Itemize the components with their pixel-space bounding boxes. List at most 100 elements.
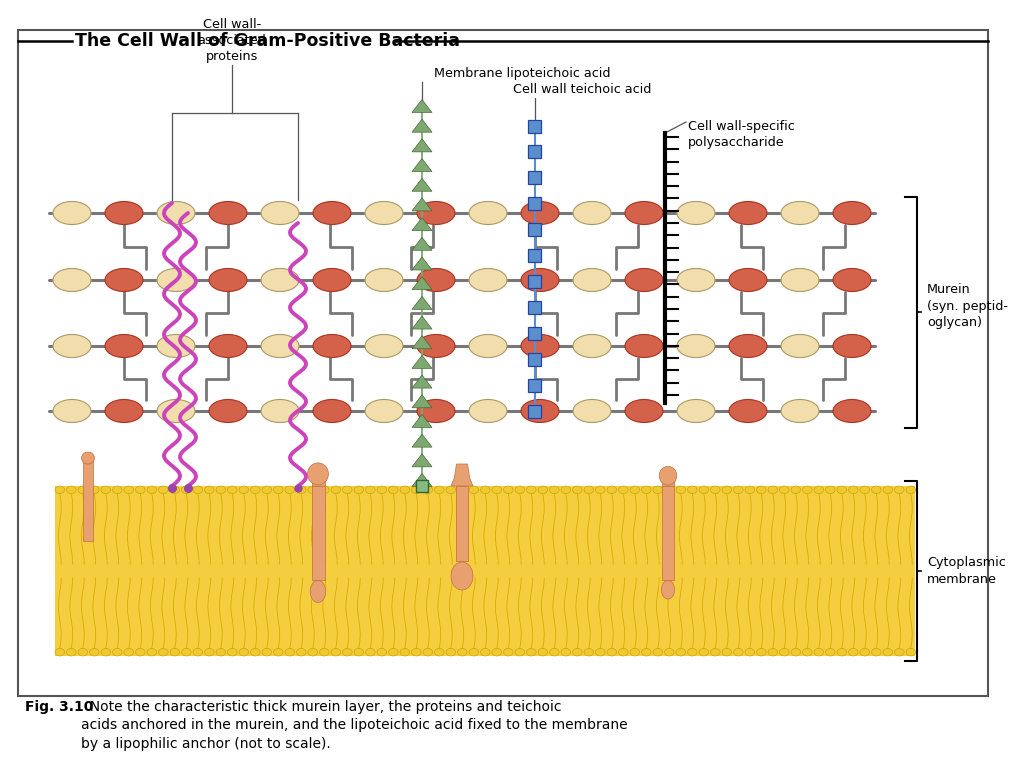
- Text: Cell wall teichoic acid: Cell wall teichoic acid: [513, 83, 651, 96]
- Ellipse shape: [331, 648, 341, 656]
- Ellipse shape: [573, 269, 611, 292]
- Text: Note the characteristic thick murein layer, the proteins and teichoic
acids anch: Note the characteristic thick murein lay…: [81, 700, 628, 751]
- Ellipse shape: [781, 335, 819, 357]
- Ellipse shape: [630, 486, 640, 494]
- Ellipse shape: [781, 269, 819, 292]
- Ellipse shape: [377, 648, 387, 656]
- Ellipse shape: [745, 486, 755, 494]
- Ellipse shape: [883, 486, 893, 494]
- Ellipse shape: [124, 648, 133, 656]
- Ellipse shape: [400, 648, 410, 656]
- Polygon shape: [456, 486, 468, 561]
- Ellipse shape: [157, 399, 195, 422]
- Polygon shape: [412, 316, 432, 329]
- Ellipse shape: [871, 648, 881, 656]
- Ellipse shape: [573, 201, 611, 224]
- Ellipse shape: [181, 486, 191, 494]
- Polygon shape: [412, 415, 432, 428]
- Polygon shape: [412, 100, 432, 112]
- Ellipse shape: [157, 269, 195, 292]
- Ellipse shape: [665, 486, 674, 494]
- Ellipse shape: [417, 269, 455, 292]
- Ellipse shape: [625, 269, 663, 292]
- Bar: [528, 326, 542, 339]
- Ellipse shape: [193, 648, 203, 656]
- Ellipse shape: [434, 648, 444, 656]
- Ellipse shape: [55, 648, 65, 656]
- Polygon shape: [412, 119, 432, 132]
- Ellipse shape: [515, 648, 524, 656]
- Polygon shape: [412, 336, 432, 349]
- Ellipse shape: [729, 335, 767, 357]
- Bar: [528, 275, 542, 288]
- Ellipse shape: [216, 486, 225, 494]
- Ellipse shape: [677, 269, 715, 292]
- Ellipse shape: [860, 486, 869, 494]
- Ellipse shape: [313, 269, 351, 292]
- Ellipse shape: [458, 486, 467, 494]
- Polygon shape: [451, 464, 473, 486]
- Ellipse shape: [193, 486, 203, 494]
- Ellipse shape: [641, 486, 651, 494]
- Ellipse shape: [711, 648, 720, 656]
- Ellipse shape: [630, 648, 640, 656]
- Ellipse shape: [729, 399, 767, 422]
- Ellipse shape: [53, 335, 91, 357]
- Ellipse shape: [251, 648, 260, 656]
- Ellipse shape: [209, 201, 247, 224]
- Polygon shape: [412, 158, 432, 171]
- Ellipse shape: [906, 648, 915, 656]
- Text: Cell wall-specific
polysaccharide: Cell wall-specific polysaccharide: [688, 120, 795, 149]
- Ellipse shape: [538, 486, 548, 494]
- Ellipse shape: [261, 201, 299, 224]
- Ellipse shape: [157, 201, 195, 224]
- Ellipse shape: [365, 201, 403, 224]
- Polygon shape: [412, 178, 432, 191]
- Ellipse shape: [365, 399, 403, 422]
- Ellipse shape: [147, 486, 157, 494]
- Ellipse shape: [262, 648, 271, 656]
- Ellipse shape: [860, 648, 869, 656]
- Ellipse shape: [308, 648, 317, 656]
- Ellipse shape: [833, 399, 871, 422]
- Bar: [18, 30, 988, 696]
- Ellipse shape: [273, 648, 283, 656]
- Ellipse shape: [101, 648, 111, 656]
- Ellipse shape: [157, 335, 195, 357]
- Ellipse shape: [209, 269, 247, 292]
- Ellipse shape: [170, 486, 179, 494]
- Ellipse shape: [469, 399, 507, 422]
- Ellipse shape: [412, 486, 421, 494]
- Ellipse shape: [699, 486, 709, 494]
- Ellipse shape: [833, 269, 871, 292]
- Ellipse shape: [573, 335, 611, 357]
- Polygon shape: [311, 479, 325, 486]
- Ellipse shape: [687, 648, 697, 656]
- Ellipse shape: [871, 486, 881, 494]
- Bar: [528, 197, 542, 210]
- Ellipse shape: [262, 486, 271, 494]
- Polygon shape: [412, 395, 432, 408]
- Ellipse shape: [417, 335, 455, 357]
- Bar: [528, 249, 542, 262]
- Ellipse shape: [159, 648, 168, 656]
- Ellipse shape: [313, 335, 351, 357]
- Ellipse shape: [354, 648, 364, 656]
- Ellipse shape: [105, 269, 143, 292]
- Ellipse shape: [388, 648, 398, 656]
- Ellipse shape: [227, 486, 238, 494]
- Ellipse shape: [625, 399, 663, 422]
- Bar: [528, 353, 542, 366]
- Ellipse shape: [469, 648, 478, 656]
- Ellipse shape: [833, 201, 871, 224]
- Bar: [528, 145, 542, 158]
- Ellipse shape: [722, 648, 731, 656]
- Ellipse shape: [699, 648, 709, 656]
- Ellipse shape: [297, 486, 306, 494]
- Ellipse shape: [550, 648, 559, 656]
- Ellipse shape: [837, 486, 847, 494]
- Ellipse shape: [458, 648, 467, 656]
- Ellipse shape: [105, 399, 143, 422]
- Ellipse shape: [469, 201, 507, 224]
- Ellipse shape: [331, 486, 341, 494]
